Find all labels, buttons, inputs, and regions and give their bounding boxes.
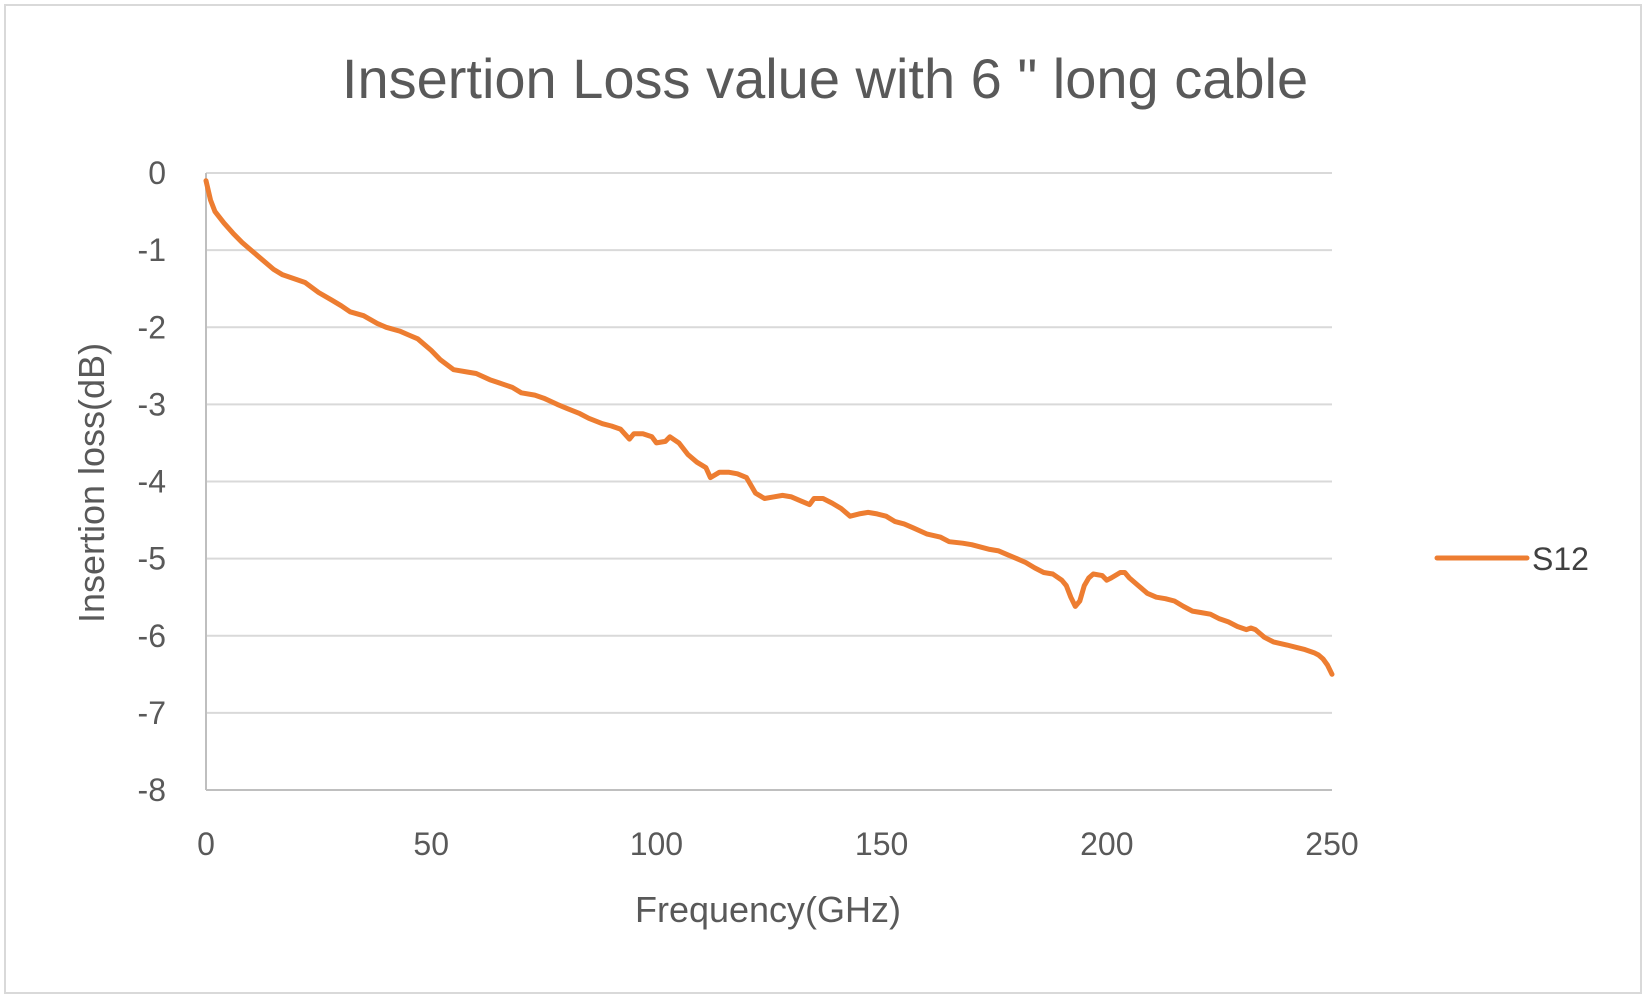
chart-title: Insertion Loss value with 6 " long cable — [342, 47, 1308, 110]
legend: S12 — [1434, 541, 1589, 577]
y-axis-title: Insertion loss(dB) — [71, 343, 112, 623]
x-axis-title: Frequency(GHz) — [635, 889, 901, 930]
y-tick-label: -8 — [138, 772, 166, 808]
y-tick-label: -5 — [138, 541, 166, 577]
x-tick-label: 50 — [413, 826, 449, 862]
series-line-s12 — [203, 178, 1335, 677]
y-tick-labels: 0 -1 -2 -3 -4 -5 -6 -7 -8 — [138, 155, 166, 808]
x-tick-label: 150 — [855, 826, 908, 862]
y-tick-label: -2 — [138, 309, 166, 345]
legend-label-s12: S12 — [1532, 541, 1589, 577]
y-tick-label: -4 — [138, 464, 166, 500]
y-tick-label: -3 — [138, 386, 166, 422]
x-tick-label: 200 — [1080, 826, 1133, 862]
x-tick-label: 250 — [1305, 826, 1358, 862]
y-tick-label: -7 — [138, 695, 166, 731]
y-tick-label: -6 — [138, 618, 166, 654]
y-tick-label: -1 — [138, 232, 166, 268]
x-tick-labels: 0 50 100 150 200 250 — [197, 826, 1359, 862]
x-tick-label: 0 — [197, 826, 215, 862]
y-tick-label: 0 — [148, 155, 166, 191]
grid-lines — [205, 172, 1332, 791]
x-tick-label: 100 — [630, 826, 683, 862]
